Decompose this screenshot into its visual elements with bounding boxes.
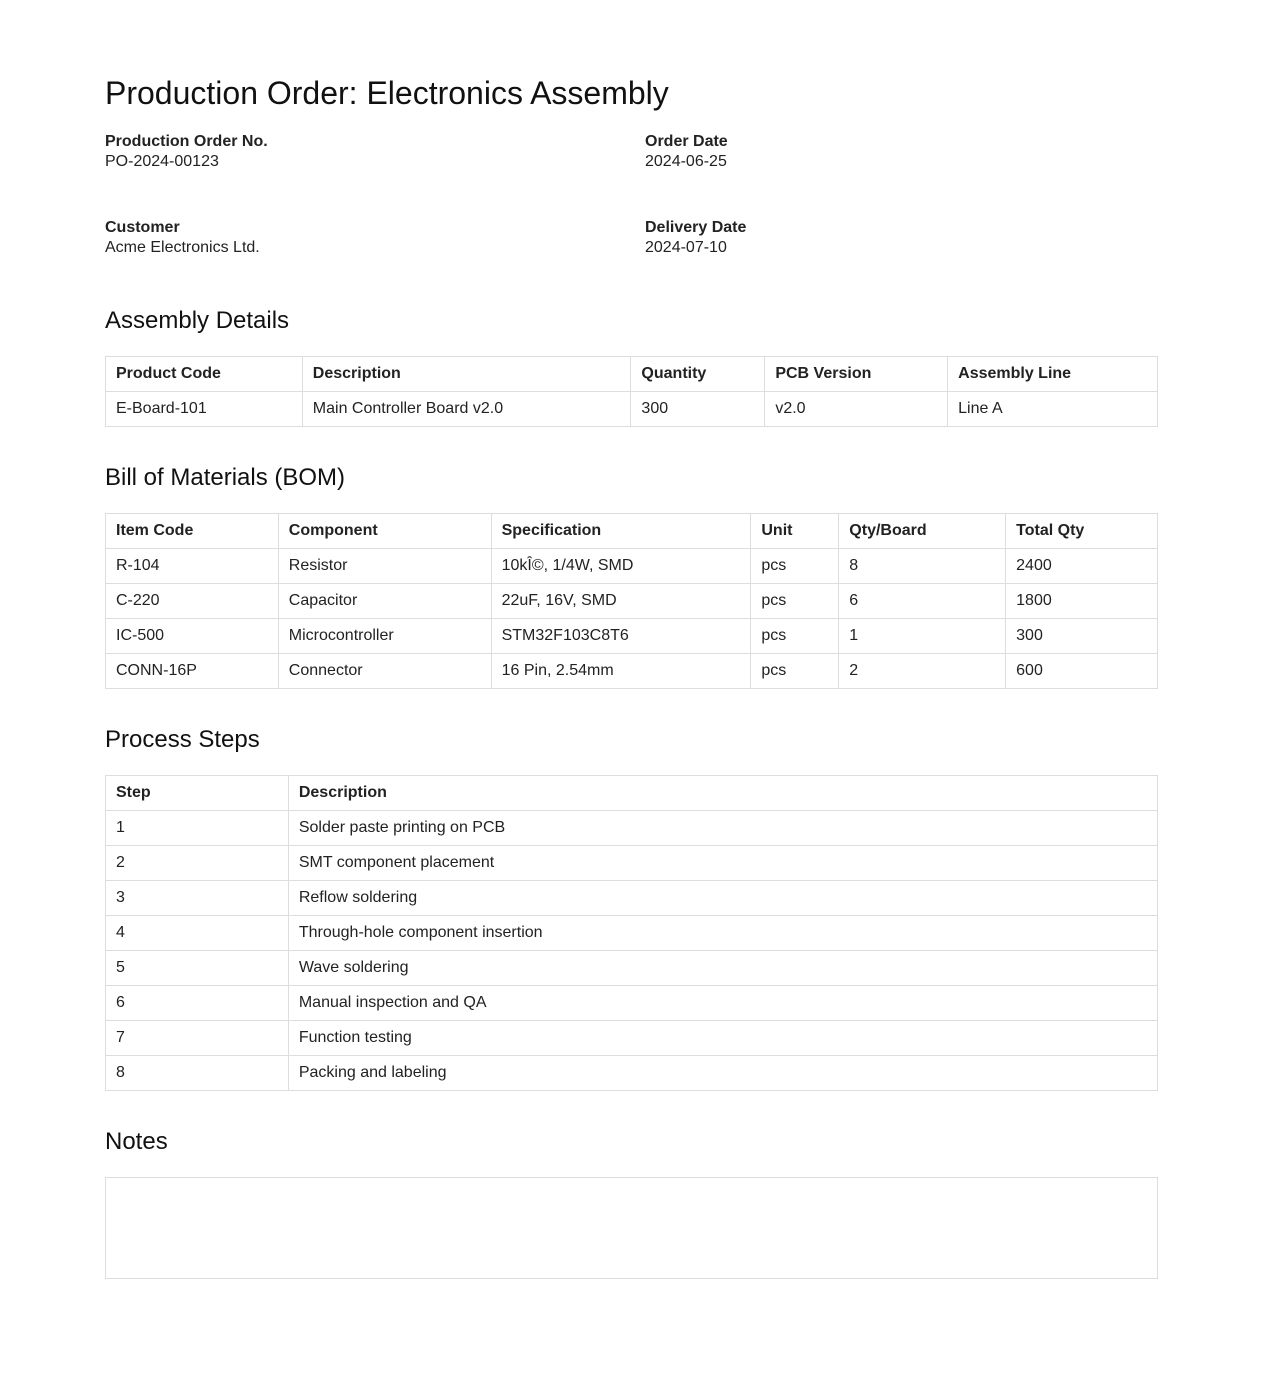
table-cell: 3	[105, 880, 289, 916]
table-cell: Function testing	[287, 1020, 1159, 1056]
table-row: 4 Through-hole component insertion	[105, 915, 1159, 951]
table-row: R-104 Resistor 10kÎ©, 1/4W, SMD pcs 8 2400	[105, 548, 1158, 584]
column-header: Step	[105, 775, 289, 811]
table-row: IC-500 Microcontroller STM32F103C8T6 pcs 1 30…	[105, 618, 1158, 654]
header-row: Step Description	[105, 775, 1159, 811]
table-cell: v2.0	[764, 391, 949, 427]
table-row: 8 Packing and labeling	[105, 1055, 1159, 1091]
notes-box	[105, 1177, 1158, 1279]
bom-heading: Bill of Materials (BOM)	[105, 464, 346, 491]
column-header: Item Code	[105, 513, 279, 549]
delivery-date-value: 2024-07-10	[645, 239, 727, 256]
table-cell: 300	[630, 391, 766, 427]
column-header: Description	[301, 356, 632, 392]
table-cell: IC-500	[105, 618, 279, 654]
customer-value: Acme Electronics Ltd.	[105, 239, 260, 256]
column-header: Assembly Line	[947, 356, 1158, 392]
table-row: 5 Wave soldering	[105, 950, 1159, 986]
table-row: CONN-16P Connector 16 Pin, 2.54mm pcs 2 600	[105, 653, 1158, 689]
column-header: Description	[287, 775, 1159, 811]
table-cell: 1	[838, 618, 1007, 654]
table-cell: Solder paste printing on PCB	[287, 810, 1159, 846]
table-cell: Through-hole component insertion	[287, 915, 1159, 951]
column-header: Unit	[750, 513, 840, 549]
order-date-label: Order Date	[645, 133, 728, 150]
table-row: E-Board-101 Main Controller Board v2.0 300…	[105, 391, 1158, 427]
notes-heading: Notes	[105, 1128, 168, 1155]
table-cell: 16 Pin, 2.54mm	[490, 653, 752, 689]
table-cell: E-Board-101	[105, 391, 303, 427]
assembly-heading: Assembly Details	[105, 307, 290, 334]
table-cell: R-104	[105, 548, 279, 584]
table-cell: pcs	[750, 618, 840, 654]
table-row: 6 Manual inspection and QA	[105, 985, 1159, 1021]
table-cell: 10kÎ©, 1/4W, SMD	[490, 548, 752, 584]
table-cell: 1800	[1005, 583, 1158, 619]
table-cell: 2400	[1005, 548, 1158, 584]
delivery-date-label: Delivery Date	[645, 219, 747, 236]
assembly-table: Product Code Description Quantity PCB Versi…	[105, 356, 1158, 427]
table-cell: 8	[105, 1055, 289, 1091]
table-cell: Connector	[277, 653, 492, 689]
column-header: Specification	[490, 513, 752, 549]
column-header: Product Code	[105, 356, 303, 392]
table-cell: 6	[838, 583, 1007, 619]
table-cell: SMT component placement	[287, 845, 1159, 881]
table-cell: Reflow soldering	[287, 880, 1159, 916]
order-meta: Production Order No. PO-2024-00123 Order …	[105, 132, 1158, 258]
table-cell: 1	[105, 810, 289, 846]
table-cell: Microcontroller	[277, 618, 492, 654]
column-header: Quantity	[630, 356, 766, 392]
column-header: Total Qty	[1005, 513, 1158, 549]
table-cell: pcs	[750, 548, 840, 584]
po-label: Production Order No.	[105, 133, 268, 150]
process-table: Step Description 1 Solder paste printing on…	[105, 775, 1159, 1091]
table-cell: 5	[105, 950, 289, 986]
order-date-value: 2024-06-25	[645, 153, 727, 170]
table-cell: STM32F103C8T6	[490, 618, 752, 654]
page-title: Production Order: Electronics Assembly	[105, 75, 669, 111]
table-cell: 600	[1005, 653, 1158, 689]
table-cell: 4	[105, 915, 289, 951]
column-header: Component	[277, 513, 492, 549]
table-row: 3 Reflow soldering	[105, 880, 1159, 916]
table-cell: Wave soldering	[287, 950, 1159, 986]
table-cell: Main Controller Board v2.0	[301, 391, 632, 427]
table-cell: 8	[838, 548, 1007, 584]
header-row: Item Code Component Specification Unit Qty/B…	[105, 513, 1158, 549]
header-row: Product Code Description Quantity PCB Versi…	[105, 356, 1158, 392]
table-cell: Line A	[947, 391, 1158, 427]
table-row: 7 Function testing	[105, 1020, 1159, 1056]
column-header: Qty/Board	[838, 513, 1007, 549]
table-row: C-220 Capacitor 22uF, 16V, SMD pcs 6 1800	[105, 583, 1158, 619]
table-cell: Packing and labeling	[287, 1055, 1159, 1091]
table-cell: Manual inspection and QA	[287, 985, 1159, 1021]
table-cell: 7	[105, 1020, 289, 1056]
bom-table: Item Code Component Specification Unit Qty/B…	[105, 513, 1158, 689]
table-cell: Resistor	[277, 548, 492, 584]
table-cell: 22uF, 16V, SMD	[490, 583, 752, 619]
process-heading: Process Steps	[105, 726, 260, 753]
table-cell: 300	[1005, 618, 1158, 654]
table-cell: C-220	[105, 583, 279, 619]
table-cell: Capacitor	[277, 583, 492, 619]
table-cell: CONN-16P	[105, 653, 279, 689]
table-cell: 2	[105, 845, 289, 881]
table-row: 2 SMT component placement	[105, 845, 1159, 881]
customer-label: Customer	[105, 219, 180, 236]
table-cell: 6	[105, 985, 289, 1021]
po-value: PO-2024-00123	[105, 153, 219, 170]
table-row: 1 Solder paste printing on PCB	[105, 810, 1159, 846]
table-cell: pcs	[750, 653, 840, 689]
table-cell: 2	[838, 653, 1007, 689]
table-cell: pcs	[750, 583, 840, 619]
column-header: PCB Version	[764, 356, 949, 392]
